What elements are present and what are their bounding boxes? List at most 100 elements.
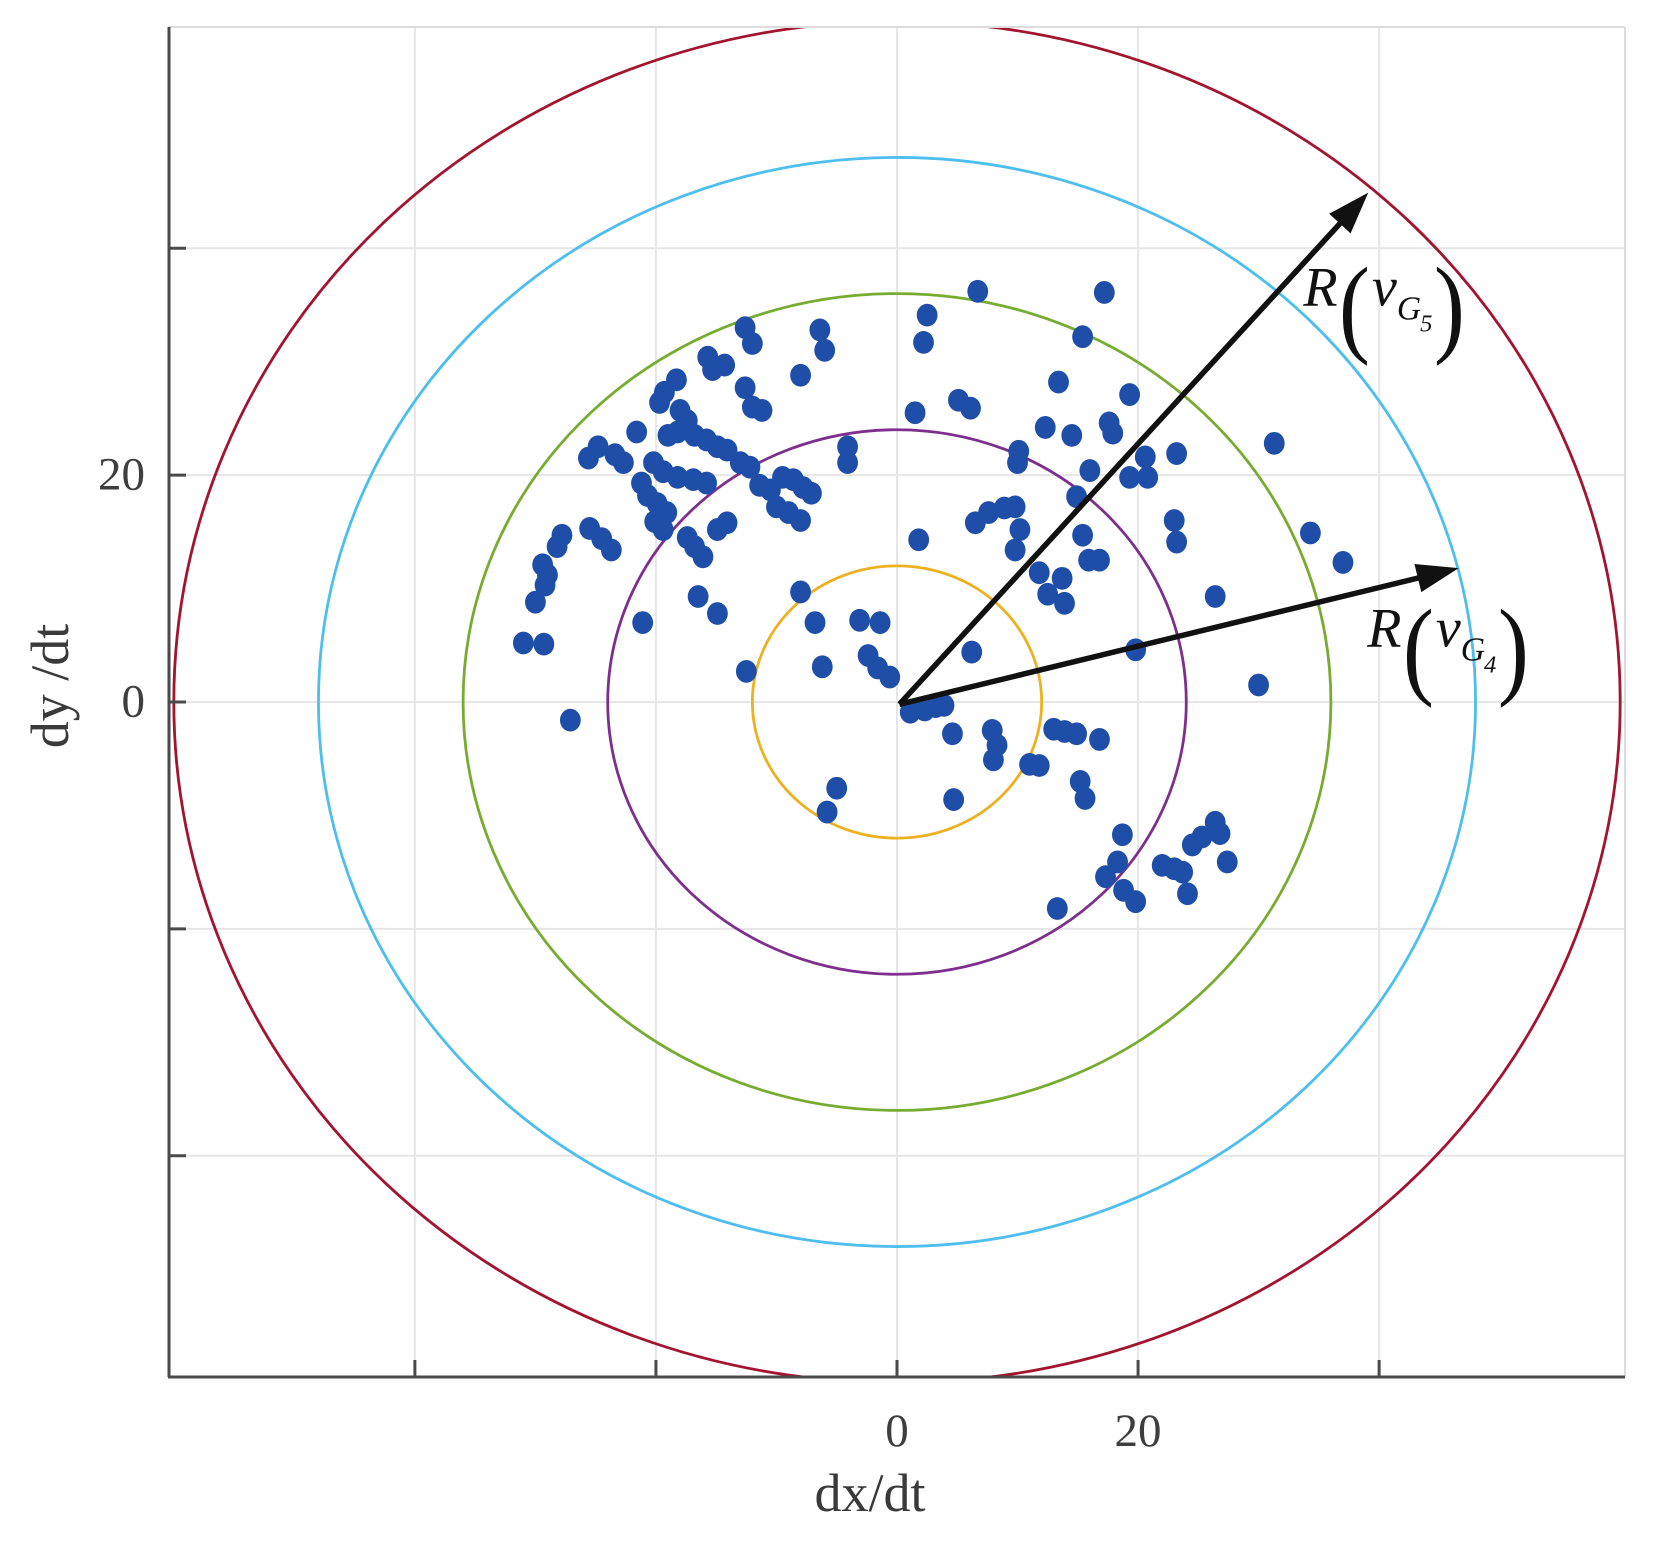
x-axis-label: dx/dt <box>814 1463 926 1523</box>
scatter-dot <box>790 509 811 532</box>
scatter-dot <box>1079 459 1101 482</box>
scatter-dot <box>933 694 955 717</box>
scatter-dot <box>735 659 757 683</box>
scatter-dot <box>716 511 738 535</box>
scatter-dot <box>1216 850 1238 874</box>
scatter-dot <box>1166 442 1188 465</box>
scatter-dot <box>1004 538 1026 562</box>
arrow-shaft <box>898 572 1433 707</box>
scatter-dot <box>546 535 568 558</box>
scatter-dot <box>790 580 811 604</box>
scatter-dot <box>943 788 965 811</box>
scatter-dot <box>1111 823 1133 847</box>
scatter-dot <box>816 800 838 824</box>
scatter-dot <box>626 420 648 444</box>
scatter-dot <box>652 518 674 541</box>
scatter-dot <box>734 376 756 400</box>
scatter-dot <box>741 332 763 355</box>
scatter-dot <box>837 435 858 459</box>
scatter-dot <box>804 611 826 634</box>
scatter-dot <box>1107 850 1128 874</box>
scatter-dot <box>1166 530 1188 554</box>
label-function-g5: R <box>1303 256 1338 319</box>
scatter-points <box>512 279 1354 920</box>
scatter-dot <box>983 748 1004 772</box>
scatter-dot <box>1074 787 1096 810</box>
y-tick-label-20: 20 <box>98 448 145 501</box>
scatter-dot <box>913 330 934 354</box>
scatter-dot <box>1089 728 1110 751</box>
scatter-dot <box>533 632 555 656</box>
scatter-dot <box>632 611 654 634</box>
scatter-dot <box>1072 325 1094 349</box>
scatter-dot <box>1089 548 1110 572</box>
scatter-dot <box>1263 431 1285 455</box>
scatter-dot <box>534 573 556 597</box>
scatter-dot <box>826 776 848 800</box>
radius-label-g4: R(vG4) <box>1367 588 1530 709</box>
scatter-dot <box>667 465 689 489</box>
scatter-dot <box>790 363 811 387</box>
scatter-dot <box>1072 523 1094 547</box>
scatter-dot <box>714 353 736 377</box>
scatter-dot <box>739 455 761 479</box>
scatter-dot <box>649 391 670 414</box>
scatter-dot <box>600 538 622 562</box>
scatter-dot <box>1048 370 1069 394</box>
scatter-dot <box>1009 518 1031 541</box>
label-variable-g5: v <box>1372 256 1397 319</box>
scatter-dot <box>869 611 891 634</box>
scatter-dot <box>809 318 831 342</box>
scatter-dot <box>707 602 728 625</box>
scatter-dot <box>1102 421 1124 445</box>
scatter-dot <box>1051 566 1073 590</box>
scatter-dot <box>751 399 773 422</box>
scatter-dot <box>1332 551 1354 574</box>
scatter-dot <box>960 396 981 420</box>
ring-r12 <box>750 564 1044 840</box>
arrow-head <box>1414 563 1459 593</box>
scatter-dot <box>612 451 634 475</box>
radius-label-g5: R(vG5) <box>1303 246 1466 367</box>
scatter-dot <box>1066 722 1087 746</box>
label-subscript-g4: G <box>1460 632 1486 670</box>
scatter-dot <box>1137 465 1159 489</box>
x-tick-label-0: 0 <box>885 1405 909 1457</box>
scatter-dot <box>811 655 833 679</box>
scatter-dot <box>978 501 1000 524</box>
scatter-dot <box>1046 897 1068 920</box>
scatter-dot <box>696 471 717 495</box>
scatter-dot <box>904 401 926 425</box>
scatter-dot <box>1037 582 1059 606</box>
scatter-dot <box>1163 509 1185 532</box>
scatter-dot <box>1172 860 1194 884</box>
scatter-dot <box>1248 673 1269 697</box>
scatter-dot <box>512 631 534 655</box>
scatter-dot <box>1191 825 1213 849</box>
scatter-dot <box>1028 561 1050 585</box>
label-variable-g4: v <box>1435 598 1461 661</box>
scatter-dot <box>1095 865 1116 889</box>
scatter-dot <box>961 640 983 664</box>
y-tick-label-0: 0 <box>121 675 146 728</box>
scatter-dot <box>879 665 901 689</box>
ring-r36 <box>461 292 1333 1112</box>
scatter-dot <box>967 279 989 303</box>
label-subsubscript-g5: 5 <box>1420 310 1433 338</box>
ring-r48 <box>317 156 1477 1248</box>
label-subscript-g5: G <box>1396 290 1422 328</box>
arrow-shaft <box>897 211 1352 707</box>
scatter-dot <box>1061 424 1083 447</box>
scatter-dot <box>578 446 599 470</box>
scatter-dot <box>849 608 871 632</box>
scatter-dot <box>1177 882 1198 906</box>
label-subsubscript-g4: 4 <box>1484 651 1497 679</box>
scatter-dot <box>1034 416 1056 439</box>
scatter-dot <box>687 585 709 608</box>
scatter-dot <box>1209 822 1231 845</box>
scatter-dot <box>1007 451 1028 475</box>
scatter-dot <box>908 528 930 552</box>
scatter-dot <box>1204 585 1226 608</box>
scatter-dot <box>559 708 581 732</box>
